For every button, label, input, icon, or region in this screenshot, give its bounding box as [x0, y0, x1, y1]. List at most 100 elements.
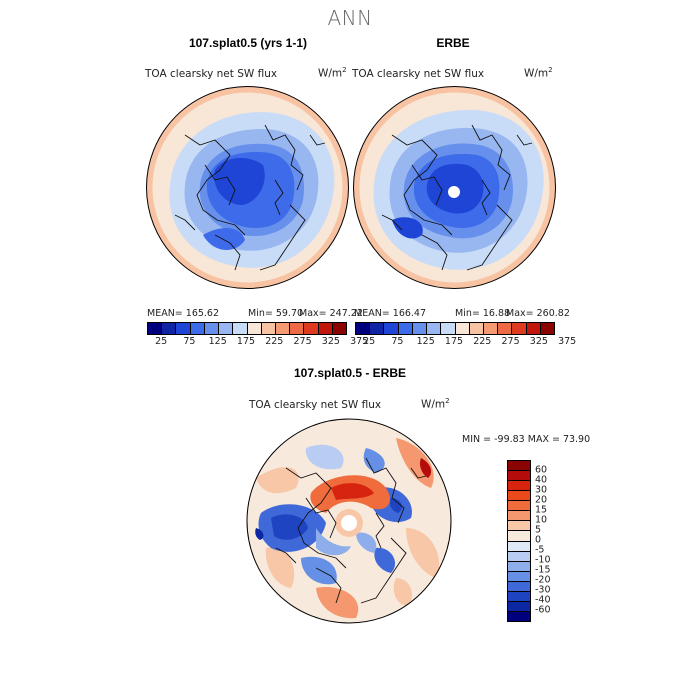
colorbar-tick-label: 325: [529, 336, 548, 347]
colorbar-swatch: [398, 323, 413, 334]
panel2-title: ERBE: [436, 36, 470, 50]
colorbar-tick-label: 225: [473, 336, 492, 347]
colorbar-swatch: [508, 581, 530, 592]
panel3-field-label: TOA clearsky net SW flux: [249, 399, 382, 411]
panel1-colorbar-ticks: 25 75 125 175 225 275 325 375: [147, 336, 368, 350]
colorbar-swatch: [233, 323, 248, 334]
colorbar-tick-label: 60: [535, 464, 548, 476]
colorbar-swatch: [508, 561, 530, 572]
colorbar-swatch: [469, 323, 484, 334]
colorbar-tick-label: -10: [535, 554, 551, 566]
panel1-field-label: TOA clearsky net SW flux: [145, 68, 278, 80]
colorbar-tick-label: 15: [535, 504, 548, 516]
colorbar-tick-label: 5: [535, 524, 542, 536]
panel1-mean: MEAN= 165.62: [147, 308, 220, 319]
colorbar-swatch: [290, 323, 305, 334]
colorbar-swatch: [508, 471, 530, 482]
panel1-colorbar: [147, 322, 347, 335]
colorbar-swatch: [219, 323, 234, 334]
panel1-min: Min= 59.70: [248, 308, 304, 319]
panel1-polar-map: [146, 86, 349, 289]
panel3-polar-map: [246, 418, 452, 624]
colorbar-swatch: [455, 323, 470, 334]
panel1-units: W/m2: [318, 66, 347, 80]
colorbar-tick-label: 225: [265, 336, 284, 347]
colorbar-tick-label: 40: [535, 474, 548, 486]
colorbar-tick-label: 0: [535, 534, 542, 546]
colorbar-swatch: [318, 323, 333, 334]
panel2-mean: MEAN= 166.47: [354, 308, 427, 319]
colorbar-tick-label: 25: [363, 336, 376, 347]
colorbar-tick-label: -5: [535, 544, 545, 556]
colorbar-tick-label: 175: [444, 336, 464, 347]
colorbar-tick-label: 10: [535, 514, 548, 526]
panel3-minmax: MIN = -99.83 MAX = 73.90: [462, 434, 591, 445]
colorbar-tick-label: -20: [535, 574, 551, 586]
panel2-min: Min= 16.88: [455, 308, 511, 319]
colorbar-tick-label: 125: [208, 336, 227, 347]
colorbar-swatch: [508, 511, 530, 522]
colorbar-swatch: [356, 323, 371, 334]
colorbar-tick-label: 25: [155, 336, 168, 347]
panel2-polar-map: [353, 86, 556, 289]
colorbar-swatch: [441, 323, 456, 334]
colorbar-swatch: [332, 323, 347, 334]
colorbar-swatch: [204, 323, 220, 334]
panel3-units: W/m2: [421, 397, 450, 411]
colorbar-swatch: [427, 323, 442, 334]
panel3-colorbar: [507, 460, 531, 622]
colorbar-swatch: [498, 323, 513, 334]
colorbar-swatch: [275, 323, 291, 334]
colorbar-swatch: [483, 323, 499, 334]
colorbar-swatch: [508, 551, 530, 562]
colorbar-swatch: [526, 323, 541, 334]
colorbar-tick-label: 375: [558, 336, 577, 347]
panel2-units: W/m2: [524, 66, 553, 80]
colorbar-swatch: [508, 501, 530, 512]
panel2-colorbar: [355, 322, 555, 335]
colorbar-swatch: [370, 323, 385, 334]
panel2-field-label: TOA clearsky net SW flux: [352, 68, 485, 80]
colorbar-swatch: [508, 521, 530, 532]
panel2-max: Max= 260.82: [506, 308, 570, 319]
colorbar-tick-label: 125: [416, 336, 435, 347]
colorbar-swatch: [508, 571, 530, 582]
colorbar-swatch: [176, 323, 191, 334]
colorbar-tick-label: 20: [535, 494, 548, 506]
colorbar-tick-label: 325: [321, 336, 340, 347]
panel1-max: Max= 247.22: [299, 308, 363, 319]
colorbar-swatch: [384, 323, 399, 334]
colorbar-swatch: [508, 481, 530, 492]
colorbar-tick-label: 30: [535, 484, 548, 496]
colorbar-tick-label: -60: [535, 604, 551, 616]
colorbar-swatch: [508, 531, 530, 542]
colorbar-swatch: [512, 323, 527, 334]
colorbar-swatch: [162, 323, 177, 334]
colorbar-tick-label: 75: [391, 336, 404, 347]
colorbar-swatch: [508, 461, 530, 472]
colorbar-swatch: [540, 323, 555, 334]
panel1-title: 107.splat0.5 (yrs 1-1): [188, 36, 308, 50]
colorbar-swatch: [508, 591, 530, 602]
colorbar-swatch: [190, 323, 205, 334]
colorbar-swatch: [304, 323, 319, 334]
colorbar-tick-label: -40: [535, 594, 551, 606]
colorbar-swatch: [412, 323, 428, 334]
colorbar-tick-label: -15: [535, 564, 551, 576]
colorbar-swatch: [508, 491, 530, 502]
colorbar-tick-label: 275: [501, 336, 520, 347]
panel3-colorbar-labels: 60 40 30 20 15 10 5 0 -5 -10 -15 -20 -30 -40 -60: [535, 460, 575, 620]
colorbar-tick-label: 275: [293, 336, 312, 347]
figure-title: ANN: [327, 6, 373, 30]
colorbar-swatch: [247, 323, 262, 334]
colorbar-swatch: [508, 611, 530, 621]
colorbar-tick-label: 175: [236, 336, 256, 347]
colorbar-tick-label: -30: [535, 584, 551, 596]
colorbar-swatch: [508, 601, 530, 612]
panel2-colorbar-ticks: 25 75 125 175 225 275 325 375: [355, 336, 576, 350]
colorbar-tick-label: 75: [183, 336, 196, 347]
colorbar-swatch: [261, 323, 276, 334]
colorbar-swatch: [148, 323, 163, 334]
colorbar-swatch: [508, 541, 530, 552]
colorbar-tick-label: 375: [350, 336, 369, 347]
